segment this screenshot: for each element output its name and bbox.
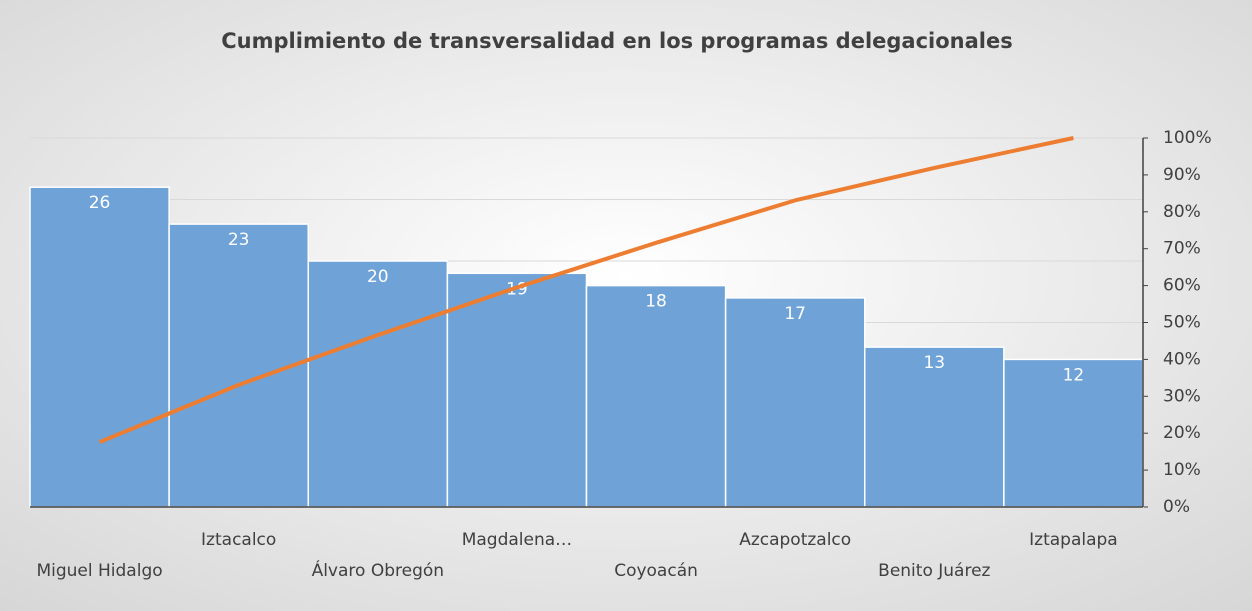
bar	[446, 272, 588, 508]
data-label: 23	[228, 230, 250, 250]
y2-tick-label: 60%	[1163, 276, 1201, 296]
bar	[307, 260, 449, 508]
y2-tick-label: 10%	[1163, 460, 1201, 480]
y2-tick-label: 90%	[1163, 165, 1201, 185]
x-tick-label: Coyoacán	[614, 561, 698, 581]
bar	[724, 297, 866, 508]
y2-tick-label: 80%	[1163, 202, 1201, 222]
y2-tick-label: 30%	[1163, 386, 1201, 406]
x-tick-label: Benito Juárez	[878, 561, 990, 581]
y2-tick-label: 0%	[1163, 497, 1190, 517]
y2-tick-label: 40%	[1163, 349, 1201, 369]
x-tick-label: Azcapotzalco	[739, 530, 851, 550]
pareto-line	[98, 136, 1074, 444]
data-label: 26	[89, 193, 111, 213]
data-label: 12	[1063, 365, 1085, 385]
data-label: 13	[923, 353, 945, 373]
x-tick-label: Miguel Hidalgo	[36, 561, 162, 581]
y2-tick-label: 20%	[1163, 423, 1201, 443]
x-tick-label: Álvaro Obregón	[312, 559, 444, 581]
y2-tick-label: 50%	[1163, 313, 1201, 333]
data-label: 20	[367, 267, 389, 287]
x-tick-label: Iztacalco	[201, 530, 276, 550]
x-tick-label: Magdalena…	[462, 530, 572, 550]
data-label: 18	[645, 292, 667, 312]
y2-tick-label: 100%	[1163, 128, 1212, 148]
bar	[29, 186, 170, 508]
y2-tick-label: 70%	[1163, 239, 1201, 259]
data-label: 17	[784, 304, 806, 324]
chart-title: Cumplimiento de transversalidad en los p…	[221, 29, 1012, 53]
bar	[1003, 358, 1144, 508]
bar	[585, 284, 727, 508]
x-tick-label: Iztapalapa	[1029, 530, 1118, 550]
